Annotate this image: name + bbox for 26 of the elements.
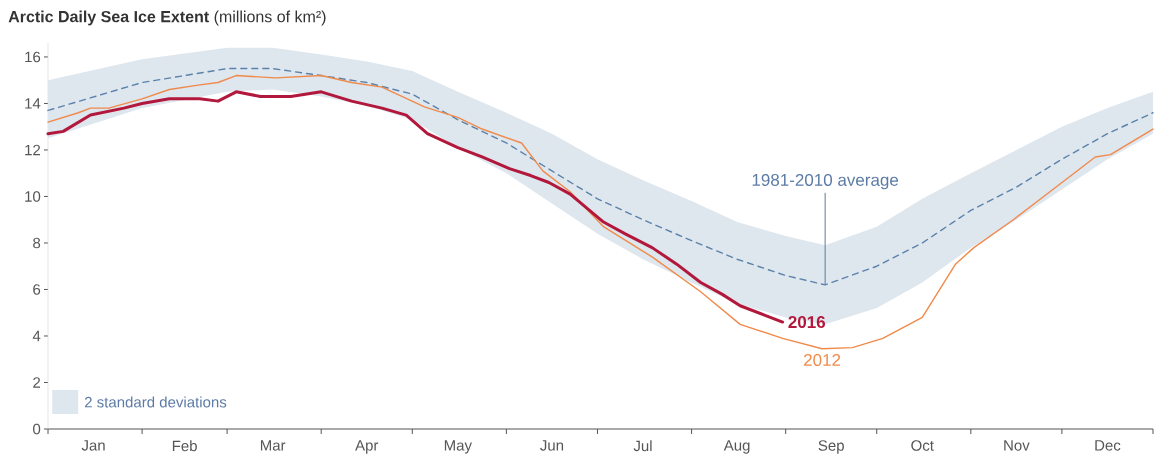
x-tick-label: Jun: [540, 440, 564, 451]
series-label: 2016: [788, 316, 826, 329]
y-tick-label: 8: [33, 237, 41, 249]
y-tick-label: 12: [25, 144, 41, 156]
y-tick-label: 6: [33, 284, 41, 295]
chart-title: Arctic Daily Sea Ice Extent (millions of km²): [8, 10, 326, 26]
x-tick-label: Mar: [260, 440, 286, 451]
y-tick-label: 16: [25, 51, 41, 63]
y-tick-label: 0: [33, 423, 41, 435]
x-tick-label: Nov: [1004, 440, 1030, 451]
x-tick-label: Aug: [723, 440, 750, 454]
series-label: 2012: [804, 353, 841, 367]
annotation: 1981-2010 average: [752, 173, 899, 190]
x-tick-label: May: [444, 440, 472, 454]
y-tick-label: 4: [32, 330, 41, 342]
x-tick-label: Jul: [633, 440, 652, 452]
x-tick-label: Dec: [1095, 440, 1121, 451]
y-tick-label: 10: [25, 191, 41, 202]
text: 2 standard deviations: [84, 396, 227, 408]
y-tick-label: 14: [25, 98, 41, 109]
x-tick-label: Oct: [911, 440, 934, 451]
x-tick-label: Sep: [818, 440, 844, 454]
y-tick-label: 2: [33, 377, 41, 388]
x-tick-label: Jan: [81, 440, 105, 451]
x-tick-label: Apr: [355, 440, 379, 454]
x-tick-label: Feb: [172, 440, 197, 452]
